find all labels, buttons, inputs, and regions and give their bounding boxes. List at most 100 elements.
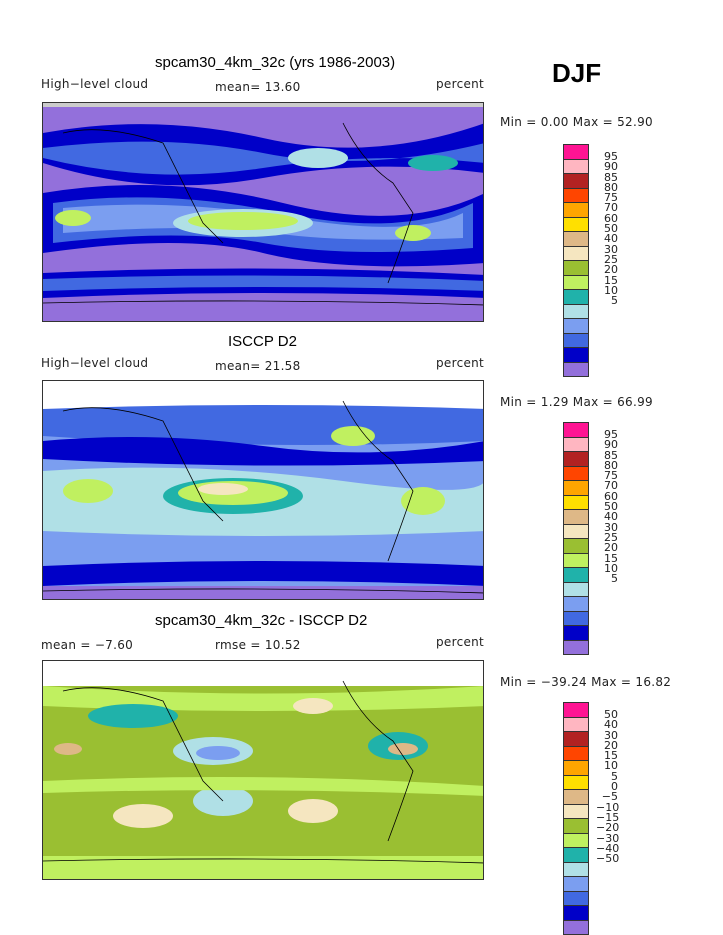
colorbar-swatch bbox=[563, 625, 589, 641]
colorbar-swatch bbox=[563, 745, 589, 761]
panel1-colorbar bbox=[563, 144, 589, 377]
colorbar-tick-label: 20 bbox=[604, 541, 618, 555]
colorbar-swatch bbox=[563, 173, 589, 189]
panel3-colorbar bbox=[563, 702, 589, 935]
colorbar-swatch bbox=[563, 581, 589, 597]
panel2-variable-label: High−level cloud bbox=[41, 356, 149, 370]
colorbar-swatch bbox=[563, 187, 589, 203]
panel1-mean-label: mean= 13.60 bbox=[215, 80, 301, 94]
colorbar-swatch bbox=[563, 832, 589, 848]
colorbar-tick-label: 40 bbox=[604, 718, 618, 732]
panel3-rmse-label: rmse = 10.52 bbox=[215, 638, 301, 652]
colorbar-swatch bbox=[563, 509, 589, 525]
colorbar-tick-label: 25 bbox=[604, 252, 618, 266]
colorbar-tick-label: 5 bbox=[611, 572, 618, 586]
colorbar-tick-label: −50 bbox=[596, 852, 620, 866]
colorbar-tick-label: −10 bbox=[596, 800, 620, 814]
colorbar-swatch bbox=[563, 347, 589, 363]
panel2-units-label: percent bbox=[436, 356, 485, 370]
colorbar-tick-label: 10 bbox=[604, 759, 618, 773]
colorbar-swatch bbox=[563, 465, 589, 481]
panel2-colorbar-ticks: 95 90 85 80 75 70 60 50 40 30 25 20 15 10 5 bbox=[596, 429, 618, 586]
colorbar-swatch bbox=[563, 760, 589, 776]
colorbar-tick-label: 60 bbox=[604, 489, 618, 503]
panel1-title: spcam30_4km_32c (yrs 1986-2003) bbox=[155, 54, 396, 71]
colorbar-swatch bbox=[563, 774, 589, 790]
colorbar-swatch bbox=[563, 494, 589, 510]
colorbar-swatch bbox=[563, 538, 589, 554]
colorbar-tick-label: 95 bbox=[604, 150, 618, 163]
panel3-minmax: Min = −39.24 Max = 16.82 bbox=[500, 675, 672, 689]
colorbar-tick-label: 30 bbox=[604, 242, 618, 256]
colorbar-tick-label: 90 bbox=[604, 160, 618, 174]
colorbar-swatch bbox=[563, 332, 589, 348]
colorbar-swatch bbox=[563, 451, 589, 467]
panel3-units-label: percent bbox=[436, 635, 485, 649]
panel1-map bbox=[42, 102, 484, 322]
colorbar-swatch bbox=[563, 274, 589, 290]
colorbar-swatch bbox=[563, 639, 589, 655]
colorbar-tick-label: 5 bbox=[611, 769, 618, 783]
colorbar-tick-label: −20 bbox=[596, 821, 620, 835]
colorbar-tick-label: 50 bbox=[604, 708, 618, 721]
colorbar-swatch bbox=[563, 552, 589, 568]
colorbar-tick-label: 30 bbox=[604, 520, 618, 534]
colorbar-swatch bbox=[563, 905, 589, 921]
colorbar-tick-label: 10 bbox=[604, 283, 618, 297]
panel1-colorbar-ticks: 95 90 85 80 75 70 60 50 40 30 25 20 15 10 5 bbox=[596, 150, 618, 306]
colorbar-tick-label: 20 bbox=[604, 738, 618, 752]
panel1-minmax: Min = 0.00 Max = 52.90 bbox=[500, 115, 653, 129]
colorbar-swatch bbox=[563, 480, 589, 496]
colorbar-tick-label: 75 bbox=[604, 191, 618, 205]
colorbar-swatch bbox=[563, 144, 589, 160]
colorbar-tick-label: 90 bbox=[604, 438, 618, 452]
colorbar-swatch bbox=[563, 818, 589, 834]
colorbar-swatch bbox=[563, 202, 589, 218]
colorbar-tick-label: 60 bbox=[604, 211, 618, 225]
colorbar-swatch bbox=[563, 216, 589, 232]
colorbar-swatch bbox=[563, 361, 589, 377]
colorbar-swatch bbox=[563, 260, 589, 276]
colorbar-tick-label: 15 bbox=[604, 551, 618, 565]
colorbar-swatch bbox=[563, 731, 589, 747]
colorbar-swatch bbox=[563, 876, 589, 892]
panel3-colorbar-ticks: 50 40 30 20 15 10 5 0 −5 −10 −15 −20 −30 −40 −50 bbox=[596, 708, 620, 866]
colorbar-swatch bbox=[563, 702, 589, 718]
colorbar-swatch bbox=[563, 231, 589, 247]
colorbar-tick-label: 75 bbox=[604, 469, 618, 483]
colorbar-tick-label: 80 bbox=[604, 458, 618, 472]
panel3-map bbox=[42, 660, 484, 880]
panel1-units-label: percent bbox=[436, 77, 485, 91]
colorbar-tick-label: 40 bbox=[604, 232, 618, 246]
colorbar-tick-label: 15 bbox=[604, 749, 618, 763]
colorbar-swatch bbox=[563, 847, 589, 863]
colorbar-tick-label: 10 bbox=[604, 561, 618, 575]
colorbar-swatch bbox=[563, 919, 589, 935]
colorbar-tick-label: 85 bbox=[604, 170, 618, 184]
colorbar-swatch bbox=[563, 318, 589, 334]
colorbar-swatch bbox=[563, 596, 589, 612]
colorbar-tick-label: 0 bbox=[611, 780, 618, 794]
colorbar-swatch bbox=[563, 861, 589, 877]
colorbar-tick-label: 40 bbox=[604, 510, 618, 524]
colorbar-swatch bbox=[563, 436, 589, 452]
colorbar-swatch bbox=[563, 890, 589, 906]
colorbar-swatch bbox=[563, 803, 589, 819]
colorbar-tick-label: −40 bbox=[596, 841, 620, 855]
colorbar-tick-label: 30 bbox=[604, 728, 618, 742]
colorbar-swatch bbox=[563, 289, 589, 305]
colorbar-tick-label: −15 bbox=[596, 810, 620, 824]
colorbar-tick-label: 70 bbox=[604, 479, 618, 493]
season-label: DJF bbox=[552, 58, 602, 88]
panel2-colorbar bbox=[563, 422, 589, 655]
panel2-minmax: Min = 1.29 Max = 66.99 bbox=[500, 395, 653, 409]
colorbar-swatch bbox=[563, 789, 589, 805]
panel2-mean-label: mean= 21.58 bbox=[215, 359, 301, 373]
colorbar-tick-label: 85 bbox=[604, 448, 618, 462]
panel2-title: ISCCP D2 bbox=[228, 333, 297, 350]
colorbar-tick-label: 25 bbox=[604, 530, 618, 544]
colorbar-swatch bbox=[563, 422, 589, 438]
colorbar-swatch bbox=[563, 158, 589, 174]
colorbar-swatch bbox=[563, 245, 589, 261]
